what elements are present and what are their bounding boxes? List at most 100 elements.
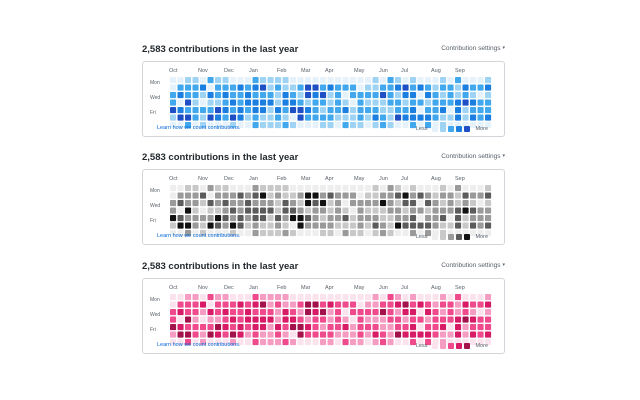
contribution-day-cell[interactable] (365, 230, 372, 237)
contribution-day-cell[interactable] (297, 114, 304, 121)
contribution-day-cell[interactable] (447, 114, 454, 121)
contribution-day-cell[interactable] (275, 324, 282, 331)
contribution-day-cell[interactable] (320, 207, 327, 214)
contribution-day-cell[interactable] (380, 207, 387, 214)
contribution-day-cell[interactable] (320, 84, 327, 91)
contribution-day-cell[interactable] (267, 99, 274, 106)
contribution-day-cell[interactable] (350, 84, 357, 91)
contribution-day-cell[interactable] (485, 309, 492, 316)
contribution-day-cell[interactable] (395, 192, 402, 199)
contribution-day-cell[interactable] (215, 301, 222, 308)
contribution-day-cell[interactable] (305, 92, 312, 99)
contribution-day-cell[interactable] (470, 114, 477, 121)
contribution-day-cell[interactable] (230, 92, 237, 99)
contribution-day-cell[interactable] (372, 185, 379, 192)
contribution-day-cell[interactable] (342, 316, 349, 323)
contribution-day-cell[interactable] (447, 185, 454, 192)
contribution-day-cell[interactable] (372, 92, 379, 99)
contribution-day-cell[interactable] (185, 200, 192, 207)
contribution-day-cell[interactable] (267, 107, 274, 114)
contribution-day-cell[interactable] (477, 92, 484, 99)
contribution-day-cell[interactable] (395, 185, 402, 192)
contribution-day-cell[interactable] (372, 301, 379, 308)
contribution-day-cell[interactable] (372, 114, 379, 121)
contribution-day-cell[interactable] (297, 185, 304, 192)
contribution-day-cell[interactable] (402, 301, 409, 308)
contribution-day-cell[interactable] (297, 324, 304, 331)
contribution-day-cell[interactable] (207, 294, 214, 301)
contribution-day-cell[interactable] (275, 339, 282, 346)
contribution-day-cell[interactable] (297, 99, 304, 106)
contribution-day-cell[interactable] (170, 222, 177, 229)
contribution-day-cell[interactable] (177, 207, 184, 214)
contribution-day-cell[interactable] (290, 107, 297, 114)
contribution-day-cell[interactable] (395, 301, 402, 308)
contribution-day-cell[interactable] (207, 114, 214, 121)
contribution-day-cell[interactable] (207, 215, 214, 222)
contribution-day-cell[interactable] (260, 309, 267, 316)
contribution-day-cell[interactable] (395, 222, 402, 229)
contribution-day-cell[interactable] (245, 77, 252, 84)
contribution-day-cell[interactable] (200, 92, 207, 99)
contribution-day-cell[interactable] (230, 230, 237, 237)
contribution-day-cell[interactable] (200, 122, 207, 129)
contribution-day-cell[interactable] (477, 294, 484, 301)
contribution-day-cell[interactable] (395, 339, 402, 346)
contribution-day-cell[interactable] (282, 301, 289, 308)
contribution-day-cell[interactable] (267, 339, 274, 346)
contribution-day-cell[interactable] (222, 77, 229, 84)
contribution-day-cell[interactable] (335, 316, 342, 323)
contribution-day-cell[interactable] (477, 301, 484, 308)
contribution-day-cell[interactable] (410, 309, 417, 316)
contribution-day-cell[interactable] (282, 99, 289, 106)
contribution-day-cell[interactable] (252, 324, 259, 331)
contribution-day-cell[interactable] (222, 200, 229, 207)
contribution-day-cell[interactable] (425, 222, 432, 229)
contribution-day-cell[interactable] (297, 215, 304, 222)
contribution-day-cell[interactable] (267, 192, 274, 199)
contribution-day-cell[interactable] (380, 122, 387, 129)
contribution-day-cell[interactable] (372, 122, 379, 129)
contribution-day-cell[interactable] (380, 230, 387, 237)
contribution-day-cell[interactable] (305, 122, 312, 129)
contribution-day-cell[interactable] (447, 331, 454, 338)
contribution-day-cell[interactable] (402, 185, 409, 192)
contribution-day-cell[interactable] (440, 215, 447, 222)
contribution-day-cell[interactable] (297, 331, 304, 338)
contribution-day-cell[interactable] (245, 309, 252, 316)
contribution-day-cell[interactable] (327, 200, 334, 207)
contribution-day-cell[interactable] (267, 230, 274, 237)
contribution-day-cell[interactable] (290, 316, 297, 323)
contribution-day-cell[interactable] (327, 107, 334, 114)
contribution-day-cell[interactable] (357, 339, 364, 346)
contribution-day-cell[interactable] (372, 331, 379, 338)
contribution-day-cell[interactable] (417, 324, 424, 331)
contribution-day-cell[interactable] (342, 230, 349, 237)
contribution-day-cell[interactable] (350, 200, 357, 207)
contribution-day-cell[interactable] (425, 316, 432, 323)
contribution-day-cell[interactable] (282, 294, 289, 301)
contribution-day-cell[interactable] (177, 114, 184, 121)
contribution-day-cell[interactable] (215, 230, 222, 237)
contribution-day-cell[interactable] (372, 192, 379, 199)
contribution-day-cell[interactable] (327, 215, 334, 222)
contribution-day-cell[interactable] (282, 215, 289, 222)
contribution-day-cell[interactable] (267, 122, 274, 129)
contribution-day-cell[interactable] (215, 84, 222, 91)
contribution-day-cell[interactable] (402, 215, 409, 222)
contribution-day-cell[interactable] (470, 339, 477, 346)
contribution-day-cell[interactable] (200, 99, 207, 106)
contribution-day-cell[interactable] (312, 107, 319, 114)
contribution-day-cell[interactable] (432, 84, 439, 91)
contribution-day-cell[interactable] (245, 230, 252, 237)
contribution-day-cell[interactable] (185, 122, 192, 129)
contribution-day-cell[interactable] (335, 230, 342, 237)
contribution-day-cell[interactable] (192, 309, 199, 316)
contribution-day-cell[interactable] (327, 77, 334, 84)
contribution-day-cell[interactable] (447, 309, 454, 316)
contribution-day-cell[interactable] (402, 309, 409, 316)
contribution-day-cell[interactable] (485, 99, 492, 106)
contribution-day-cell[interactable] (192, 207, 199, 214)
contribution-day-cell[interactable] (252, 222, 259, 229)
contribution-day-cell[interactable] (357, 99, 364, 106)
